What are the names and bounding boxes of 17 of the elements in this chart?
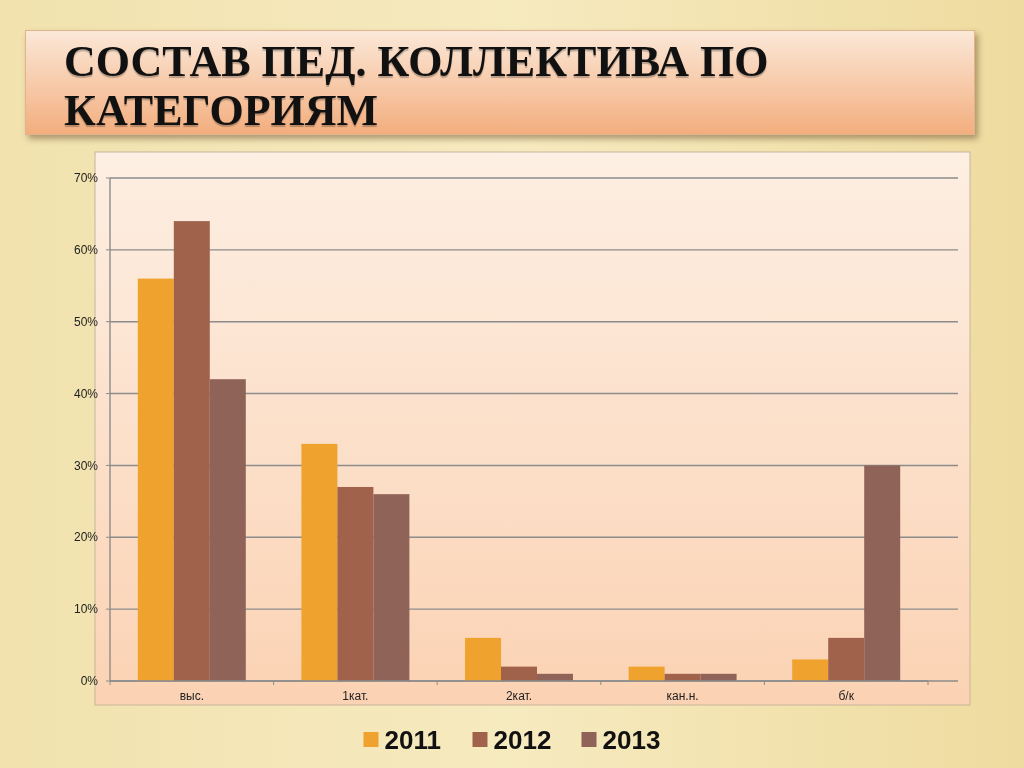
x-tick-label: 1кат. bbox=[342, 689, 369, 703]
legend-label: 2011 bbox=[384, 725, 441, 756]
x-tick-label: б/к bbox=[838, 689, 855, 703]
y-tick-label: 0% bbox=[80, 674, 99, 689]
y-tick-label: 20% bbox=[73, 530, 99, 545]
legend-label: 2013 bbox=[602, 725, 661, 756]
x-tick-label: кан.н. bbox=[666, 689, 699, 703]
y-tick-label: 10% bbox=[73, 602, 99, 617]
y-tick-label: 30% bbox=[73, 458, 99, 473]
legend-label: 2012 bbox=[493, 725, 552, 756]
y-tick-label: 60% bbox=[73, 243, 99, 258]
x-tick-label: выс. bbox=[179, 689, 204, 703]
y-tick-label: 40% bbox=[73, 386, 99, 401]
chart-title: СОСТАВ ПЕД. КОЛЛЕКТИВА ПО КАТЕГОРИЯМ bbox=[64, 37, 770, 135]
y-tick-label: 70% bbox=[73, 171, 99, 186]
x-tick-label: 2кат. bbox=[505, 689, 533, 703]
y-tick-label: 50% bbox=[73, 314, 99, 329]
